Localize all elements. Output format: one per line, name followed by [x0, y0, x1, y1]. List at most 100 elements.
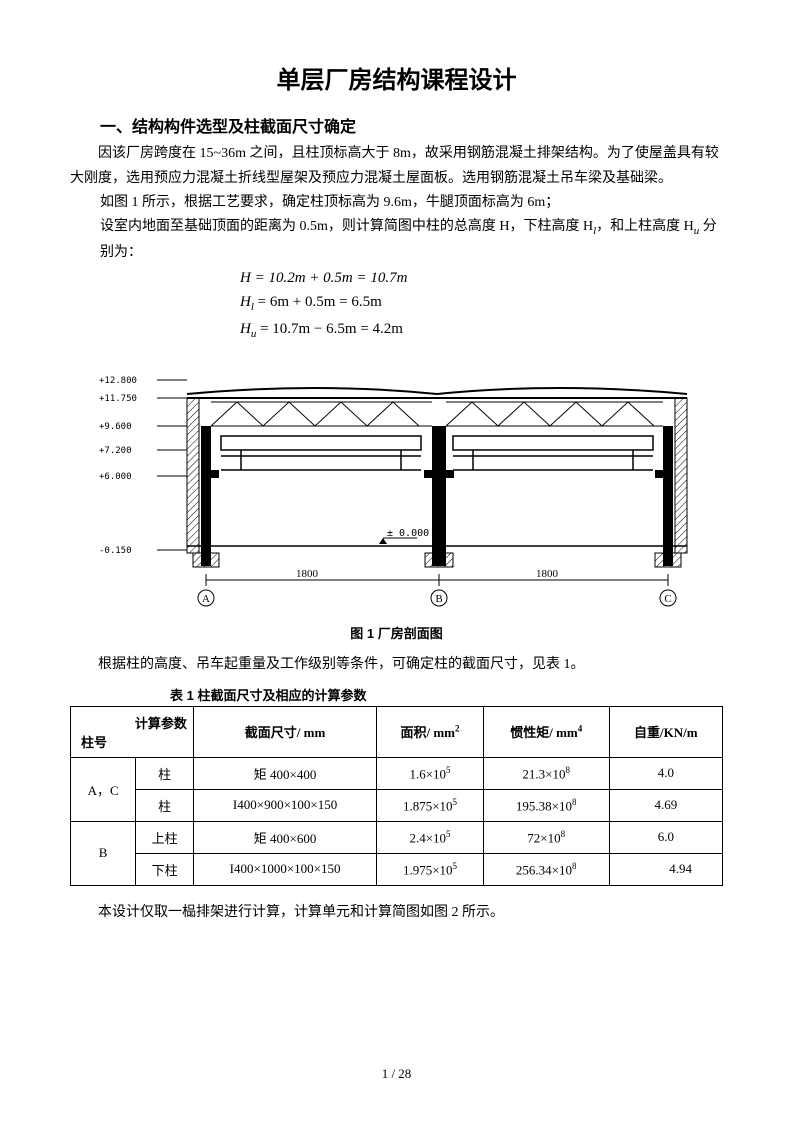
- table-1-caption: 表 1 柱截面尺寸及相应的计算参数: [170, 685, 723, 704]
- table-row: 下柱 I400×1000×100×150 1.975×105 256.34×10…: [71, 853, 723, 885]
- cell-sub: 柱: [136, 789, 194, 821]
- svg-text:+9.600: +9.600: [99, 422, 132, 432]
- table-row: A，C 柱 矩 400×400 1.6×105 21.3×108 4.0: [71, 757, 723, 789]
- i-e: 8: [561, 829, 566, 839]
- cell-area: 1.875×105: [377, 789, 484, 821]
- table-row: 柱 I400×900×100×150 1.875×105 195.38×108 …: [71, 789, 723, 821]
- equation-2: Hl = 6m + 0.5m = 6.5m: [240, 290, 723, 317]
- elev-7-200: +7.200: [99, 446, 187, 456]
- elev-neg-0-150: -0.150: [99, 546, 187, 556]
- svg-text:-0.150: -0.150: [99, 546, 132, 556]
- table-header-row: 计算参数 柱号 截面尺寸/ mm 面积/ mm2 惯性矩/ mm4 自重/KN/…: [71, 706, 723, 757]
- para3-mid: ，和上柱高度 H: [596, 219, 694, 234]
- building-section-svg: +12.800 +11.750 +9.600 +7.200 +6.000 -0.…: [87, 358, 707, 608]
- para3-prefix: 设室内地面至基础顶面的距离为 0.5m，则计算简图中柱的总高度 H，下柱高度 H: [100, 219, 593, 234]
- corbel-c: [655, 470, 663, 478]
- col4-pre: 惯性矩/ mm: [510, 725, 578, 740]
- cell-inertia: 256.34×108: [483, 853, 609, 885]
- cell-dim: I400×1000×100×150: [193, 853, 376, 885]
- i-m: 195.38: [516, 798, 552, 813]
- wall-right: [675, 398, 687, 553]
- page-title: 单层厂房结构课程设计: [70, 60, 723, 95]
- col3-pre: 面积/ mm: [400, 725, 455, 740]
- figure-1: +12.800 +11.750 +9.600 +7.200 +6.000 -0.…: [70, 358, 723, 613]
- i-e: 8: [566, 765, 571, 775]
- elev-11-750: +11.750: [99, 394, 187, 404]
- col-2-header: 截面尺寸/ mm: [193, 706, 376, 757]
- hdr-left-top: 计算参数: [81, 713, 187, 732]
- equation-block: H = 10.2m + 0.5m = 10.7m Hl = 6m + 0.5m …: [240, 266, 723, 343]
- svg-text:+7.200: +7.200: [99, 446, 132, 456]
- table-row: B 上柱 矩 400×600 2.4×105 72×108 6.0: [71, 821, 723, 853]
- corbel-b-left: [424, 470, 432, 478]
- paragraph-1: 因该厂房跨度在 15~36m 之间，且柱顶标高大于 8m，故采用钢筋混凝土排架结…: [70, 141, 723, 191]
- cell-weight: 4.0: [609, 757, 722, 789]
- cell-inertia: 195.38×108: [483, 789, 609, 821]
- paragraph-5: 本设计仅取一榀排架进行计算，计算单元和计算简图如图 2 所示。: [70, 900, 723, 925]
- column-a: [201, 426, 211, 566]
- group-b: B: [71, 821, 136, 885]
- col4-sup: 4: [578, 724, 583, 734]
- svg-text:+11.750: +11.750: [99, 394, 137, 404]
- truss-bay-1: [211, 402, 432, 426]
- truss-bay-2: [446, 402, 663, 426]
- cell-area: 1.6×105: [377, 757, 484, 789]
- cell-area: 2.4×105: [377, 821, 484, 853]
- col3-sup: 2: [455, 724, 460, 734]
- cell-weight: 6.0: [609, 821, 722, 853]
- figure-1-caption: 图 1 厂房剖面图: [70, 623, 723, 642]
- cell-area: 1.975×105: [377, 853, 484, 885]
- eq1-text: H = 10.2m + 0.5m = 10.7m: [240, 270, 407, 286]
- elev-12-800: +12.800: [99, 376, 187, 386]
- group-ac: A，C: [71, 757, 136, 821]
- cell-sub: 下柱: [136, 853, 194, 885]
- eq2-rest: = 6m + 0.5m = 6.5m: [254, 294, 382, 310]
- crane-bay-1: [221, 436, 421, 470]
- eq3-var: H: [240, 321, 251, 337]
- roof-top: [187, 388, 687, 394]
- page-number: 1 / 28: [0, 1066, 793, 1082]
- dim-spans: [206, 574, 668, 586]
- cell-sub: 柱: [136, 757, 194, 789]
- cell-dim: I400×900×100×150: [193, 789, 376, 821]
- ground-label: ± 0.000: [387, 528, 429, 539]
- i-m: 72: [527, 830, 540, 845]
- i-e: 8: [572, 861, 577, 871]
- col-4-header: 惯性矩/ mm4: [483, 706, 609, 757]
- table-header-left: 计算参数 柱号: [71, 706, 194, 757]
- equation-1: H = 10.2m + 0.5m = 10.7m: [240, 266, 723, 290]
- span-2-label: 1800: [536, 568, 559, 580]
- cell-inertia: 21.3×108: [483, 757, 609, 789]
- svg-text:+6.000: +6.000: [99, 472, 132, 482]
- svg-text:C: C: [664, 593, 671, 605]
- svg-text:A: A: [202, 593, 210, 605]
- column-c: [663, 426, 673, 566]
- cell-inertia: 72×108: [483, 821, 609, 853]
- area-e: 5: [446, 765, 451, 775]
- i-m: 21.3: [522, 766, 545, 781]
- elev-6-000: +6.000: [99, 472, 187, 482]
- area-m: 1.6: [409, 766, 425, 781]
- corbel-b-right: [446, 470, 454, 478]
- span-1-label: 1800: [296, 568, 319, 580]
- svg-text:+12.800: +12.800: [99, 376, 137, 386]
- area-e: 5: [453, 797, 458, 807]
- crane-bay-2: [453, 436, 653, 470]
- i-e: 8: [572, 797, 577, 807]
- paragraph-2: 如图 1 所示，根据工艺要求，确定柱顶标高为 9.6m，牛腿顶面标高为 6m；: [100, 191, 723, 215]
- area-e: 5: [446, 829, 451, 839]
- area-m: 1.975: [403, 862, 432, 877]
- cell-dim: 矩 400×400: [193, 757, 376, 789]
- section-1-header: 一、结构构件选型及柱截面尺寸确定: [100, 113, 723, 137]
- cell-weight: 4.69: [609, 789, 722, 821]
- area-e: 5: [453, 861, 458, 871]
- col-5-header: 自重/KN/m: [609, 706, 722, 757]
- i-m: 256.34: [516, 862, 552, 877]
- paragraph-3: 设室内地面至基础顶面的距离为 0.5m，则计算简图中柱的总高度 H，下柱高度 H…: [100, 215, 723, 264]
- svg-text:B: B: [435, 593, 442, 605]
- table-1: 计算参数 柱号 截面尺寸/ mm 面积/ mm2 惯性矩/ mm4 自重/KN/…: [70, 706, 723, 886]
- eq3-rest: = 10.7m − 6.5m = 4.2m: [256, 321, 403, 337]
- wall-left: [187, 398, 199, 553]
- equation-3: Hu = 10.7m − 6.5m = 4.2m: [240, 317, 723, 344]
- hdr-left-bottom: 柱号: [81, 732, 187, 751]
